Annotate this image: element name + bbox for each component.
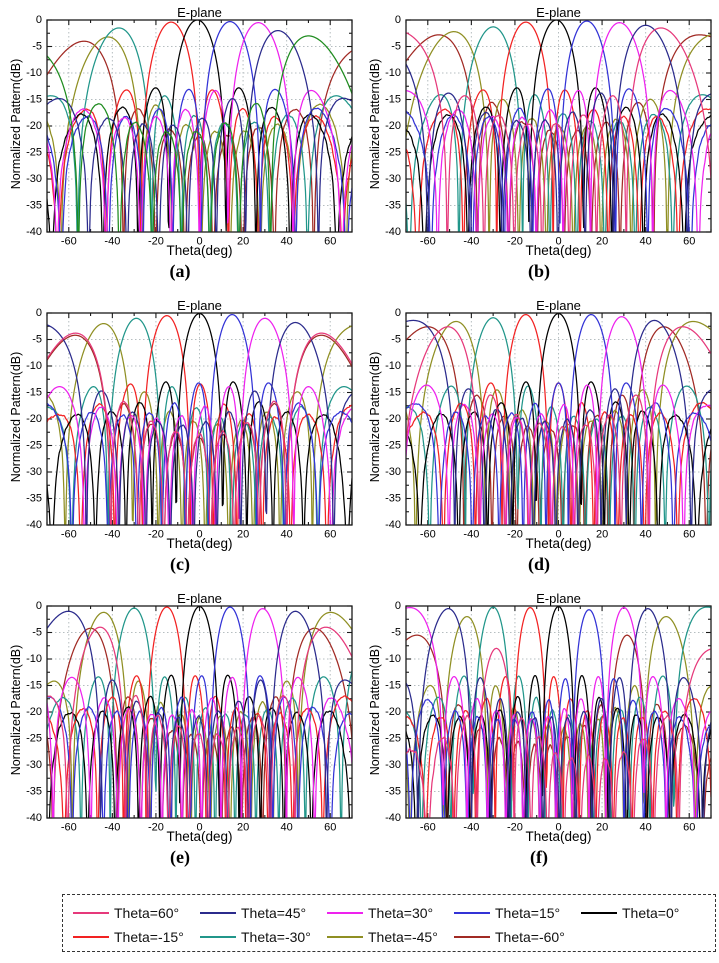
y-axis-label: Normalized Pattern(dB)	[9, 644, 23, 776]
legend-line-swatch	[454, 912, 490, 914]
panel-letter: (c)	[170, 554, 190, 574]
legend-item: Theta=-15°	[73, 929, 200, 945]
legend-item: Theta=15°	[454, 905, 581, 921]
plot-title: E-plane	[536, 298, 581, 313]
plot-title: E-plane	[536, 5, 581, 20]
panel-letter: (b)	[528, 261, 550, 281]
legend-label: Theta=-45°	[368, 929, 438, 945]
panel-letter: (d)	[528, 554, 550, 574]
plot-canvas-a	[0, 0, 360, 292]
panel-c: E-plane Normalized Pattern(dB) Theta(deg…	[0, 293, 360, 585]
y-axis-label: Normalized Pattern(dB)	[9, 58, 23, 190]
panel-a: E-plane Normalized Pattern(dB) Theta(deg…	[0, 0, 360, 292]
legend-line-swatch	[327, 912, 363, 914]
legend-label: Theta=15°	[495, 905, 561, 921]
plot-canvas-b	[359, 0, 719, 292]
legend-item: Theta=0°	[581, 905, 708, 921]
legend-label: Theta=-30°	[241, 929, 311, 945]
legend-item: Theta=-30°	[200, 929, 327, 945]
legend-line-swatch	[454, 936, 490, 938]
x-axis-label: Theta(deg)	[525, 536, 592, 551]
x-axis-label: Theta(deg)	[525, 829, 592, 844]
y-axis-label: Normalized Pattern(dB)	[368, 351, 382, 483]
legend-line-swatch	[73, 936, 109, 938]
legend-label: Theta=60°	[114, 905, 180, 921]
x-axis-label: Theta(deg)	[166, 829, 233, 844]
plot-title: E-plane	[177, 591, 222, 606]
legend-label: Theta=-60°	[495, 929, 565, 945]
x-axis-label: Theta(deg)	[525, 243, 592, 258]
panel-e: E-plane Normalized Pattern(dB) Theta(deg…	[0, 586, 360, 878]
panel-b: E-plane Normalized Pattern(dB) Theta(deg…	[359, 0, 719, 292]
panel-letter: (e)	[170, 847, 190, 867]
plot-title: E-plane	[177, 298, 222, 313]
legend-box: Theta=60° Theta=45° Theta=30° Theta=15° Thet…	[62, 894, 716, 952]
x-axis-label: Theta(deg)	[166, 243, 233, 258]
legend-line-swatch	[200, 912, 236, 914]
panel-d: E-plane Normalized Pattern(dB) Theta(deg…	[359, 293, 719, 585]
legend-label: Theta=-15°	[114, 929, 184, 945]
x-axis-label: Theta(deg)	[166, 536, 233, 551]
plot-title: E-plane	[177, 5, 222, 20]
legend-line-swatch	[327, 936, 363, 938]
y-axis-label: Normalized Pattern(dB)	[368, 58, 382, 190]
y-axis-label: Normalized Pattern(dB)	[368, 644, 382, 776]
legend-item: Theta=-45°	[327, 929, 454, 945]
plot-canvas-e	[0, 586, 360, 878]
legend-item: Theta=60°	[73, 905, 200, 921]
y-axis-label: Normalized Pattern(dB)	[9, 351, 23, 483]
panel-letter: (f)	[530, 847, 548, 867]
panel-f: E-plane Normalized Pattern(dB) Theta(deg…	[359, 586, 719, 878]
plot-title: E-plane	[536, 591, 581, 606]
legend-line-swatch	[200, 936, 236, 938]
legend-item: Theta=-60°	[454, 929, 581, 945]
legend-label: Theta=45°	[241, 905, 307, 921]
legend-label: Theta=0°	[622, 905, 680, 921]
legend-item: Theta=45°	[200, 905, 327, 921]
legend-item: Theta=30°	[327, 905, 454, 921]
legend-line-swatch	[73, 912, 109, 914]
legend-line-swatch	[581, 912, 617, 914]
legend-label: Theta=30°	[368, 905, 434, 921]
legend-row: Theta=-15° Theta=-30° Theta=-45° Theta=-60°	[73, 925, 709, 949]
panel-letter: (a)	[169, 261, 191, 281]
plot-canvas-c	[0, 293, 360, 585]
plot-canvas-d	[359, 293, 719, 585]
legend-row: Theta=60° Theta=45° Theta=30° Theta=15° Thet…	[73, 901, 709, 925]
plot-canvas-f	[359, 586, 719, 878]
